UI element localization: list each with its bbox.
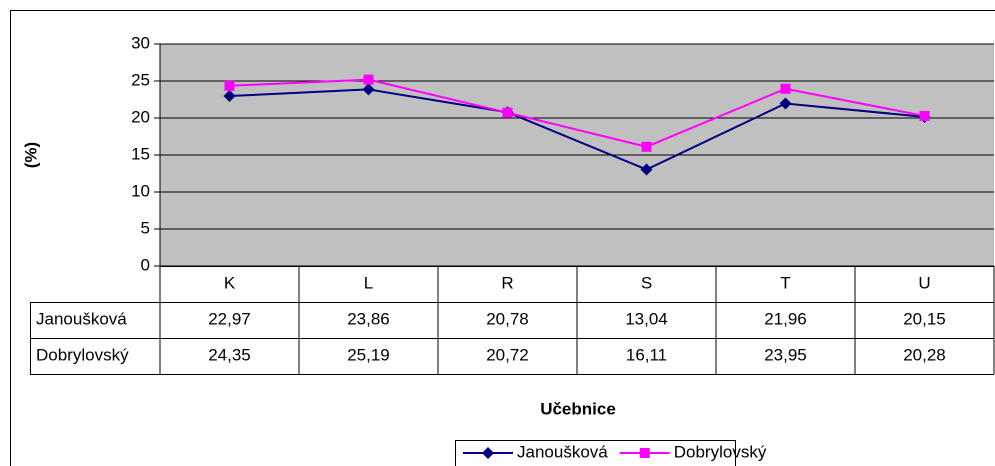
x-axis-title: Učebnice	[540, 399, 616, 418]
table-cell: 24,35	[208, 345, 251, 364]
legend-label: Dobrylovský	[674, 442, 767, 461]
x-tick-label: R	[501, 273, 513, 292]
x-tick-label: T	[780, 273, 790, 292]
legend-marker	[482, 447, 494, 459]
table-row-header: Janoušková	[36, 309, 127, 328]
data-point	[780, 83, 791, 94]
y-tick-label: 30	[131, 33, 150, 52]
table-cell: 20,78	[486, 309, 529, 328]
x-tick-label: S	[641, 273, 652, 292]
y-tick-label: 0	[141, 255, 150, 274]
y-tick-label: 10	[131, 181, 150, 200]
legend-label: Janoušková	[517, 442, 608, 461]
table-cell: 20,72	[486, 345, 529, 364]
x-tick-label: K	[224, 273, 236, 292]
table-cell: 20,28	[903, 345, 946, 364]
y-tick-label: 20	[131, 107, 150, 126]
table-cell: 23,95	[764, 345, 807, 364]
table-cell: 21,96	[764, 309, 807, 328]
data-point	[362, 83, 375, 96]
table-cell: 20,15	[903, 309, 946, 328]
series-line	[229, 88, 925, 171]
data-point	[779, 97, 792, 110]
data-point	[363, 74, 374, 85]
y-tick-label: 5	[141, 218, 150, 237]
y-axis-title: (%)	[21, 142, 40, 168]
data-point	[502, 107, 513, 118]
table-cell: 25,19	[347, 345, 390, 364]
data-point	[641, 141, 652, 152]
table-cell: 13,04	[625, 309, 668, 328]
y-tick-label: 25	[131, 70, 150, 89]
data-point	[223, 90, 236, 103]
data-point	[224, 80, 235, 91]
x-tick-label: U	[918, 273, 930, 292]
table-row-header: Dobrylovský	[36, 345, 129, 364]
legend-marker	[639, 448, 650, 458]
table-cell: 23,86	[347, 309, 390, 328]
table-cell: 16,11	[626, 345, 667, 364]
data-point	[919, 110, 930, 121]
y-tick-label: 15	[131, 144, 150, 163]
table-cell: 22,97	[208, 309, 251, 328]
x-tick-label: L	[364, 273, 373, 292]
series-line	[229, 78, 925, 148]
data-point	[640, 163, 653, 176]
